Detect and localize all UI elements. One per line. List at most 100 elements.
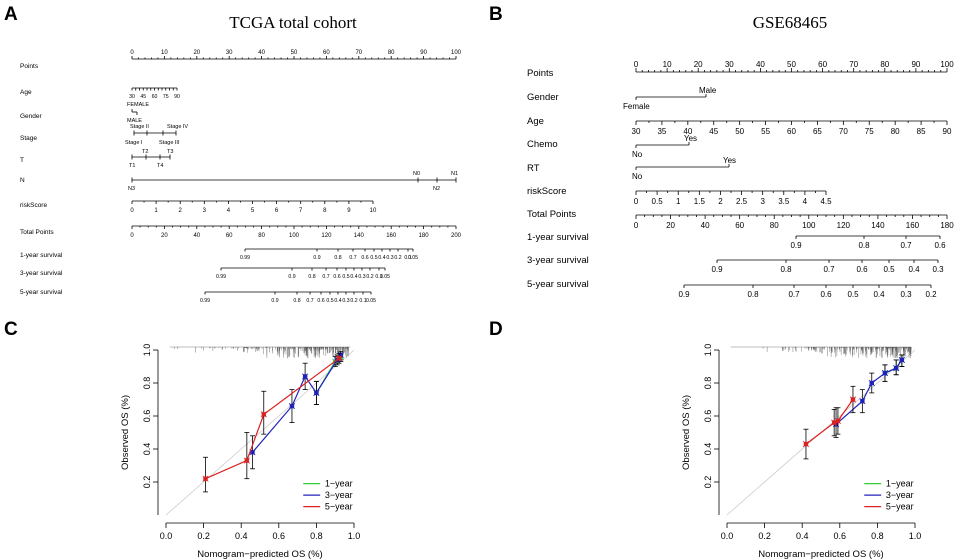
y-tick-label: 0.8 [703,377,713,390]
tick-label: 20 [666,221,675,230]
tick-label: 0.6 [333,274,340,280]
tick-label: 0.1 [375,274,382,280]
tick-label: 0 [634,60,639,69]
y-tick-label: 1.0 [142,344,152,357]
x-mark [868,379,875,387]
tick-label: 100 [289,233,300,239]
tick-label: 70 [849,60,858,69]
tick-label: 45 [709,127,718,136]
level-label: Female [623,102,650,111]
tick-label: 0.05 [380,274,390,280]
tick-label: 0.99 [200,298,210,304]
tick-label: 80 [891,127,900,136]
tick-label: 2.5 [736,197,748,206]
y-tick-label: 0.2 [142,476,152,489]
tick-label: 0.3 [900,290,912,299]
x-mark [834,417,842,425]
x-mark [243,457,250,464]
tick-label: 30 [226,50,233,56]
tick-label: 160 [386,233,397,239]
row-label: riskScore [20,202,47,209]
level-label: N0 [413,171,420,177]
tick-label: 0.8 [747,290,759,299]
tick-label: 0.1 [404,255,411,261]
level-label: Yes [684,134,697,143]
x-mark [288,403,296,410]
tick-label: 10 [370,208,377,214]
x-mark [898,356,905,363]
tick-label: 50 [291,50,298,56]
tick-label: 20 [193,50,200,56]
tick-label: 80 [388,50,395,56]
tick-label: 0.9 [313,255,320,261]
level-label: T2 [142,149,148,155]
legend-label: 3−year [886,490,914,500]
y-axis-label: Observed OS (%) [681,395,692,470]
tick-label: 140 [354,233,365,239]
row-label: Stage [20,135,37,142]
series-line [805,399,854,445]
tick-label: 160 [906,221,920,230]
tick-label: 1 [154,208,158,214]
tick-label: 0.7 [788,290,800,299]
x-tick-label: 0.4 [235,531,248,541]
tick-label: 0.5 [326,298,333,304]
tick-label: 6 [275,208,279,214]
tick-label: 0.6 [361,255,368,261]
x-axis-label: Nomogram−predicted OS (%) [758,549,883,560]
tick-label: 4 [227,208,231,214]
x-tick-label: 0.2 [758,531,771,541]
tick-label: 0.6 [934,241,946,250]
x-mark [859,398,866,405]
tick-label: 1 [676,197,681,206]
tick-label: 60 [152,94,158,100]
tick-label: 0.2 [366,274,373,280]
panel-b-title: GSE68465 [753,13,828,32]
tick-label: 3 [203,208,207,214]
x-axis-label: Nomogram−predicted OS (%) [197,549,322,560]
tick-label: 0.4 [350,274,357,280]
tick-label: 0.4 [873,290,885,299]
tick-label: 0.7 [823,265,835,274]
tick-label: 80 [880,60,889,69]
row-label: 5-year survival [20,289,63,296]
tick-label: 0.3 [386,255,393,261]
x-mark [313,389,320,396]
ideal-diagonal [165,349,355,516]
x-tick-label: 1.0 [348,531,361,541]
calibration-d: 0.0 0.2 0.4 0.6 0.8 1.0 0.2 0.4 0.6 0.8 1.0 Nomogra… [681,344,921,560]
series-line [205,357,340,480]
tick-label: 1.5 [694,197,706,206]
x-mark [893,365,900,372]
x-mark [802,440,810,448]
row-label: 1-year survival [20,252,63,259]
tick-label: 60 [735,221,744,230]
tick-label: 0.2 [925,290,937,299]
tick-label: 4.5 [820,197,832,206]
tick-label: 90 [911,60,920,69]
row-label: 1-year survival [527,232,589,243]
tick-label: 3 [760,197,765,206]
row-label: Total Points [20,229,54,236]
tick-label: 40 [193,233,200,239]
y-axis-label: Observed OS (%) [120,395,131,470]
y-tick-label: 1.0 [703,344,713,357]
tick-label: 35 [657,127,666,136]
x-tick-label: 0.6 [273,531,286,541]
tick-label: 40 [258,50,265,56]
row-label: 3-year survival [20,270,63,277]
tick-label: 0.99 [216,274,226,280]
level-label: Stage IV [167,124,188,130]
tick-label: 0.1 [359,298,366,304]
panel-a-title: TCGA total cohort [229,13,357,32]
row-label: Points [20,63,39,70]
tick-label: 40 [701,221,710,230]
tick-label: 0.2 [394,255,401,261]
tick-label: 55 [761,127,770,136]
tick-label: 100 [940,60,954,69]
tick-label: 120 [837,221,851,230]
tick-label: 0.8 [780,265,792,274]
row-label: Chemo [527,139,558,150]
legend-label: 1−year [886,479,914,489]
